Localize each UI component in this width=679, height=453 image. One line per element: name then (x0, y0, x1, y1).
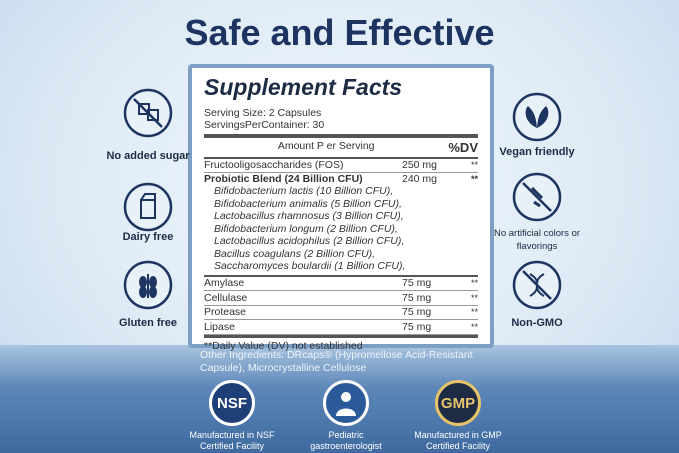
serving-size: Serving Size: 2 Capsules (204, 107, 322, 119)
enzyme-name: Lipase (204, 320, 235, 333)
enzyme-amount: 75 mg (402, 277, 432, 289)
feature-icon (123, 260, 173, 310)
feature-label: No added sugar (106, 150, 190, 162)
enzyme-amount: 75 mg (402, 320, 432, 333)
amount-header: Amount P er Serving (277, 140, 375, 152)
servings: ServingsPerContainer: 30 (204, 119, 478, 138)
enzyme-dv: ** (470, 292, 478, 303)
footnote: **Daily Value (DV) not established (204, 339, 363, 352)
feature-icon (512, 260, 562, 310)
title: Safe and Effective (184, 12, 495, 53)
feature-icon (123, 182, 173, 232)
strain: Saccharomyces boulardii (1 Billion CFU), (214, 260, 406, 272)
enzyme-amount: 75 mg (402, 291, 432, 304)
ingredient-name: Probiotic Blend (24 Billion CFU) (204, 172, 363, 185)
enzyme-row: Amylase 75 mg ** (204, 277, 478, 291)
strain-list: Bifidobacterium lactis (10 Billion CFU),… (204, 185, 478, 277)
ingredient-name: Fructooligosaccharides (FOS) (204, 159, 344, 171)
feature-icon (512, 92, 562, 142)
ingredient-amount: 240 mg (402, 172, 438, 185)
strain: Bifidobacterium longum (2 Billion CFU), (214, 222, 398, 235)
feature-label: No artificial colors or flavorings (493, 228, 581, 252)
ingredient-dv: ** (470, 160, 478, 170)
enzyme-rows: Amylase 75 mg ** Cellulase 75 mg ** Protease 75… (204, 277, 478, 338)
enzyme-dv: ** (470, 321, 478, 332)
other-ingredients: Other Ingredients: DRcaps® (Hypromellose… (200, 349, 473, 374)
badge-caption: Pediatric gastroenterologist formulated (310, 430, 382, 453)
badge: Pediatric gastroenterologist formulated (286, 380, 406, 453)
badge-seal: NSF (209, 380, 255, 426)
feature-icon (123, 88, 173, 138)
badge-caption: Manufactured in NSF Certified Facility (189, 430, 275, 451)
enzyme-name: Protease (204, 306, 247, 318)
strain: Bacillus coagulans (2 Billion CFU), (214, 247, 376, 260)
badge-seal (323, 380, 369, 426)
ingredient-amount: 250 mg (402, 159, 438, 171)
badge: NSF Manufactured in NSF Certified Facilit… (172, 380, 292, 452)
dv-header: %DV (448, 140, 478, 155)
enzyme-name: Cellulase (204, 291, 248, 304)
enzyme-row: Protease 75 mg ** (204, 306, 478, 320)
enzyme-amount: 75 mg (402, 306, 432, 318)
facts-row: Fructooligosaccharides (FOS) 250 mg ** (204, 159, 478, 173)
feature-label: Vegan friendly (499, 146, 575, 158)
enzyme-row: Lipase 75 mg ** (204, 320, 478, 335)
badge: GMP Manufactured in GMP Certified Facilit… (398, 380, 518, 452)
enzyme-dv: ** (470, 278, 478, 288)
facts-header: Amount P er Serving %DV (204, 138, 478, 159)
ingredient-dv: ** (470, 173, 478, 184)
enzyme-dv: ** (470, 307, 478, 317)
badge-seal: GMP (435, 380, 481, 426)
supplement-facts: Supplement Facts Serving Size: 2 Capsule… (188, 64, 494, 352)
strain: Bifidobacterium animalis (5 Billion CFU)… (214, 197, 402, 210)
badge-caption: Manufactured in GMP Certified Facility (414, 430, 502, 451)
enzyme-row: Cellulase 75 mg ** (204, 291, 478, 306)
facts-row: Probiotic Blend (24 Billion CFU) 240 mg ** (204, 173, 478, 186)
feature-label: Gluten free (118, 317, 178, 329)
facts-title: Supplement Facts (204, 74, 403, 100)
strain: Lactobacillus acidophilus (2 Billion CFU… (214, 235, 405, 247)
feature-icon (512, 172, 562, 222)
strain: Bifidobacterium lactis (10 Billion CFU), (214, 185, 394, 197)
feature-label: Dairy free (122, 231, 174, 243)
facts-rows: Fructooligosaccharides (FOS) 250 mg ** Prob… (204, 159, 478, 277)
feature-label: Non-GMO (511, 317, 563, 329)
enzyme-name: Amylase (204, 277, 245, 289)
strain: Lactobacillus rhamnosus (3 Billion CFU), (214, 210, 404, 222)
